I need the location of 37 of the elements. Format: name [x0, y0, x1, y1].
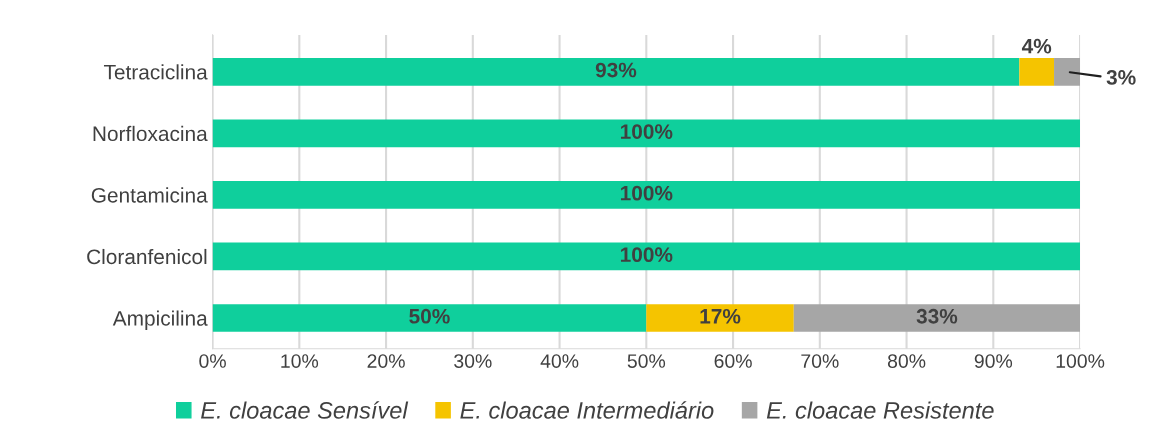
- data-label: 4%: [1021, 38, 1052, 54]
- bar: [646, 304, 794, 332]
- y-tick-label: Tetraciclina: [103, 64, 208, 80]
- y-tick-label: Gentamicina: [91, 187, 208, 203]
- x-tick-label: 50%: [627, 354, 666, 368]
- x-tick-label: 20%: [367, 354, 405, 368]
- bar: [212, 57, 1020, 86]
- legend-label: E. cloacae Intermediário: [460, 401, 714, 419]
- data-label: 93%: [595, 62, 637, 78]
- bar: [793, 304, 1081, 332]
- x-tick-label: 10%: [281, 354, 319, 368]
- data-label: 100%: [620, 185, 673, 201]
- data-label: 100%: [620, 124, 673, 139]
- data-label: 50%: [409, 308, 450, 324]
- x-tick-label: 70%: [801, 354, 839, 368]
- legend-label: E. cloacae Resistente: [766, 401, 994, 419]
- bar: [1054, 57, 1081, 86]
- y-tick-label: Cloranfenicol: [87, 248, 207, 265]
- bar: [212, 181, 1081, 209]
- x-tick-label: 80%: [887, 354, 926, 368]
- bar: [212, 119, 1081, 148]
- y-tick-label: Norfloxacina: [93, 125, 208, 142]
- bar: [212, 242, 1081, 271]
- x-tick-label: 0%: [199, 354, 226, 368]
- y-tick-label: Ampicilina: [112, 310, 208, 330]
- x-tick-label: 30%: [454, 354, 492, 368]
- data-label: 3%: [1106, 70, 1136, 85]
- x-tick-label: 90%: [974, 354, 1013, 368]
- data-label: 17%: [700, 308, 741, 324]
- x-tick-label: 40%: [540, 354, 579, 368]
- data-label: 33%: [916, 308, 958, 324]
- bar: [1019, 57, 1055, 86]
- data-label: 100%: [620, 247, 673, 263]
- x-tick-label: 100%: [1056, 354, 1105, 368]
- x-tick-label: 60%: [714, 354, 752, 368]
- bar: [212, 304, 647, 332]
- legend-label: E. cloacae Sensível: [201, 401, 409, 419]
